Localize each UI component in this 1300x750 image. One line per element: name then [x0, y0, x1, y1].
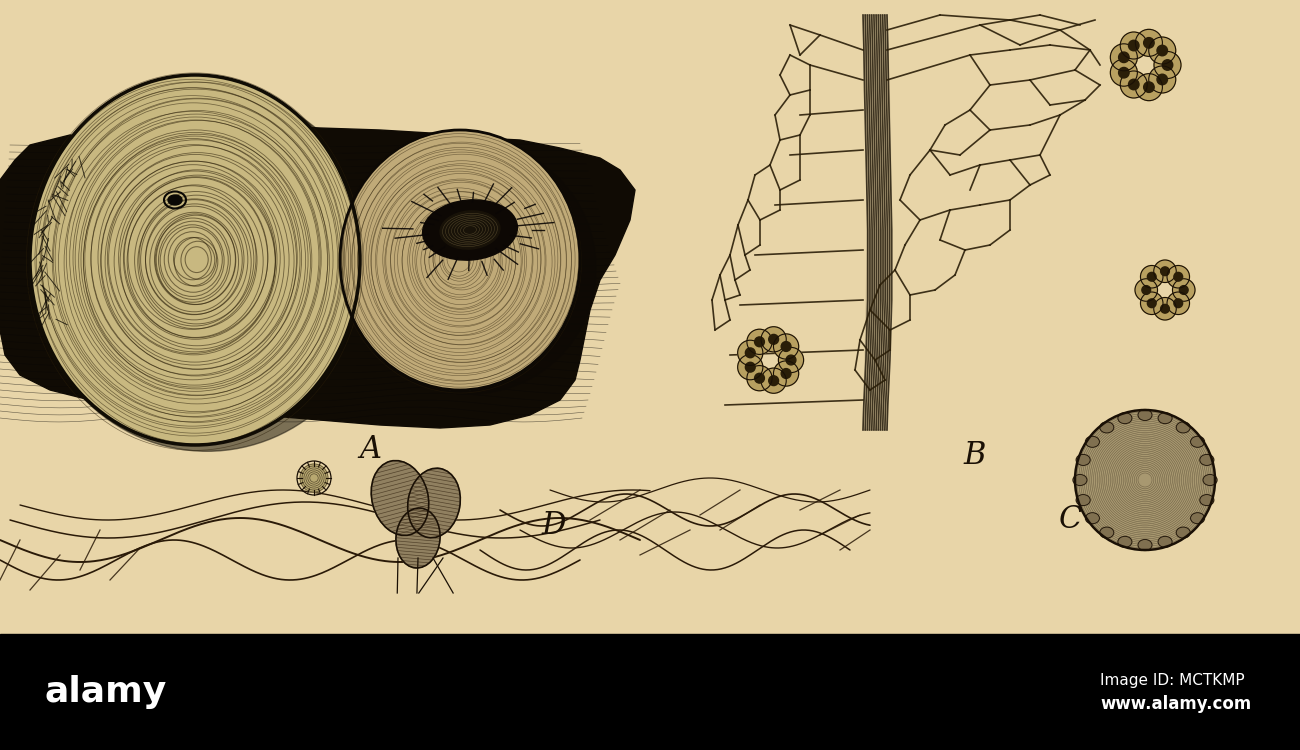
- Ellipse shape: [1118, 413, 1132, 424]
- Ellipse shape: [1110, 59, 1138, 86]
- Ellipse shape: [1128, 40, 1139, 51]
- Ellipse shape: [1157, 74, 1167, 85]
- Ellipse shape: [341, 130, 580, 390]
- Ellipse shape: [32, 88, 382, 452]
- Polygon shape: [863, 15, 891, 430]
- Ellipse shape: [745, 362, 755, 372]
- Ellipse shape: [786, 355, 796, 365]
- Ellipse shape: [1149, 66, 1175, 93]
- Text: Image ID: MCTKMP: Image ID: MCTKMP: [1100, 673, 1244, 688]
- Ellipse shape: [760, 327, 786, 352]
- Ellipse shape: [1138, 539, 1152, 550]
- Ellipse shape: [1148, 272, 1156, 281]
- Ellipse shape: [1148, 299, 1156, 307]
- Ellipse shape: [747, 329, 772, 355]
- Ellipse shape: [754, 337, 764, 346]
- Ellipse shape: [1100, 422, 1114, 433]
- Ellipse shape: [779, 347, 803, 373]
- Ellipse shape: [30, 75, 360, 445]
- Text: A: A: [359, 434, 381, 466]
- Ellipse shape: [760, 368, 786, 393]
- Ellipse shape: [1167, 292, 1190, 314]
- Ellipse shape: [754, 374, 764, 383]
- Ellipse shape: [168, 195, 182, 205]
- Ellipse shape: [408, 468, 460, 538]
- Ellipse shape: [1118, 536, 1132, 548]
- Text: alamy: alamy: [46, 675, 168, 709]
- Ellipse shape: [396, 508, 441, 568]
- Ellipse shape: [1154, 52, 1180, 79]
- Ellipse shape: [1086, 436, 1100, 447]
- Ellipse shape: [1118, 52, 1130, 62]
- Ellipse shape: [1191, 436, 1205, 447]
- Text: www.alamy.com: www.alamy.com: [1100, 695, 1251, 713]
- Ellipse shape: [781, 368, 790, 379]
- Ellipse shape: [737, 355, 763, 380]
- Ellipse shape: [1154, 298, 1176, 320]
- Ellipse shape: [1158, 413, 1173, 424]
- Ellipse shape: [1110, 44, 1138, 70]
- Ellipse shape: [1121, 71, 1147, 98]
- Ellipse shape: [1149, 37, 1175, 64]
- Ellipse shape: [1144, 82, 1154, 92]
- Ellipse shape: [1075, 410, 1216, 550]
- Ellipse shape: [1141, 286, 1150, 295]
- Ellipse shape: [1076, 454, 1091, 466]
- Ellipse shape: [1174, 299, 1183, 307]
- Ellipse shape: [1202, 475, 1217, 485]
- Ellipse shape: [1121, 32, 1147, 59]
- Ellipse shape: [372, 460, 429, 536]
- Ellipse shape: [768, 376, 779, 386]
- Ellipse shape: [1135, 29, 1162, 56]
- Ellipse shape: [1157, 45, 1167, 56]
- Ellipse shape: [300, 464, 328, 492]
- Ellipse shape: [1161, 267, 1170, 276]
- Ellipse shape: [1138, 410, 1152, 421]
- Ellipse shape: [774, 361, 798, 386]
- Ellipse shape: [1135, 74, 1162, 100]
- Text: B: B: [963, 440, 987, 470]
- Ellipse shape: [1200, 494, 1214, 506]
- Ellipse shape: [1167, 266, 1190, 288]
- Ellipse shape: [1072, 475, 1087, 485]
- Ellipse shape: [441, 211, 500, 249]
- Text: D: D: [542, 509, 567, 541]
- Ellipse shape: [1144, 38, 1154, 48]
- Ellipse shape: [1179, 286, 1188, 295]
- Ellipse shape: [1140, 292, 1164, 314]
- Ellipse shape: [1086, 513, 1100, 523]
- Ellipse shape: [1161, 304, 1170, 313]
- Ellipse shape: [1128, 80, 1139, 90]
- Ellipse shape: [1076, 494, 1091, 506]
- Ellipse shape: [1118, 68, 1130, 78]
- Ellipse shape: [1135, 279, 1157, 302]
- Ellipse shape: [1176, 422, 1191, 433]
- Polygon shape: [0, 125, 634, 428]
- Ellipse shape: [422, 200, 517, 260]
- Ellipse shape: [768, 334, 779, 344]
- Text: C: C: [1058, 505, 1082, 536]
- Ellipse shape: [1191, 513, 1205, 523]
- Ellipse shape: [1158, 536, 1173, 548]
- Ellipse shape: [747, 365, 772, 391]
- Ellipse shape: [1200, 454, 1214, 466]
- Ellipse shape: [781, 341, 790, 352]
- Ellipse shape: [737, 340, 763, 365]
- Ellipse shape: [1140, 266, 1164, 288]
- Ellipse shape: [1100, 527, 1114, 538]
- Ellipse shape: [344, 142, 595, 394]
- Bar: [0, 634, 1300, 750]
- Ellipse shape: [1176, 527, 1191, 538]
- Ellipse shape: [1173, 279, 1195, 302]
- Ellipse shape: [1154, 260, 1176, 283]
- Ellipse shape: [1162, 60, 1173, 70]
- Ellipse shape: [1174, 272, 1183, 281]
- Ellipse shape: [745, 348, 755, 358]
- Ellipse shape: [774, 334, 798, 359]
